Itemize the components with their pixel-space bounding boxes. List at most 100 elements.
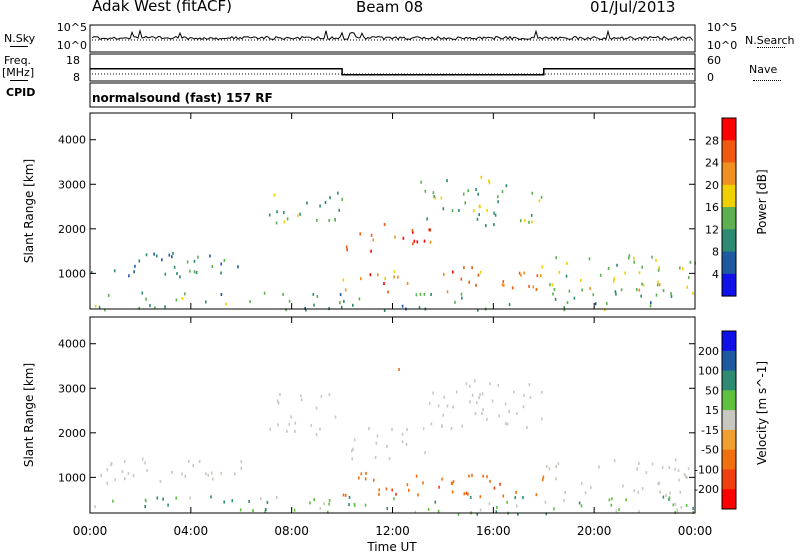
nsearch-label: N.Search: [745, 34, 795, 47]
time-tick-label: 20:00: [577, 524, 612, 538]
freq-tick-bottom: 8: [73, 71, 80, 84]
data-cell: [590, 486, 592, 490]
colorbar-segment: [722, 184, 736, 208]
data-cell: [264, 510, 266, 514]
data-cell: [506, 500, 508, 504]
data-cell: [598, 465, 600, 469]
data-cell: [343, 299, 345, 303]
colorbar-tick-label: -50: [701, 444, 719, 457]
data-cell: [316, 295, 319, 298]
data-cell: [628, 254, 631, 258]
data-cell: [133, 270, 135, 274]
data-cell: [622, 484, 624, 488]
data-cell: [353, 503, 356, 507]
data-cell: [276, 210, 278, 214]
data-cell: [502, 280, 505, 284]
data-cell: [662, 289, 665, 293]
nsky-tick-top: 10^5: [57, 21, 87, 34]
data-cell: [175, 298, 178, 302]
data-cell: [394, 235, 396, 239]
data-cell: [677, 468, 680, 472]
data-cell: [489, 479, 491, 483]
data-cell: [450, 427, 453, 430]
data-cell: [676, 510, 679, 514]
data-cell: [467, 492, 469, 496]
data-cell: [668, 497, 670, 501]
colorbar-tick-label: 28: [705, 134, 719, 147]
data-cell: [424, 451, 426, 455]
data-cell: [481, 392, 484, 396]
power-colorbar: 4 8 12 16 20 24 28: [705, 117, 737, 297]
data-cell: [340, 305, 343, 309]
data-cell: [171, 470, 173, 474]
data-cell: [358, 476, 360, 480]
data-cell: [471, 393, 474, 397]
data-cell: [426, 217, 428, 221]
data-cell: [446, 404, 449, 408]
data-cell: [406, 282, 409, 285]
data-cell: [156, 496, 159, 500]
data-cell: [106, 481, 108, 485]
data-cell: [615, 292, 617, 296]
data-cell: [149, 304, 151, 308]
data-cell: [469, 496, 472, 499]
data-cell: [683, 472, 686, 476]
data-cell: [679, 266, 681, 270]
data-cell: [433, 195, 435, 199]
power-colorbar-label: Power [dB]: [755, 169, 769, 234]
data-cell: [417, 493, 419, 497]
data-cell: [282, 292, 284, 296]
data-cell: [588, 257, 591, 261]
data-cell: [123, 460, 126, 463]
data-cell: [351, 457, 353, 461]
data-cell: [286, 217, 289, 221]
data-cell: [541, 417, 543, 421]
data-cell: [611, 497, 613, 501]
data-cell: [508, 409, 510, 413]
data-cell: [181, 297, 184, 300]
data-cell: [168, 253, 171, 257]
data-cell: [497, 200, 499, 204]
data-cell: [552, 292, 554, 296]
data-cell: [387, 290, 389, 294]
nave-legend-line: [753, 80, 781, 81]
data-cell: [181, 472, 183, 476]
data-cell: [520, 219, 522, 223]
data-cell: [555, 477, 557, 481]
data-cell: [370, 233, 373, 237]
data-cell: [376, 434, 379, 438]
data-cell: [633, 260, 635, 264]
data-cell: [263, 291, 266, 295]
nsky-tick-bottom: 10^0: [57, 39, 87, 52]
data-cell: [636, 467, 638, 471]
data-cell: [443, 272, 445, 276]
data-cell: [430, 422, 433, 426]
data-cell: [452, 270, 454, 274]
data-cell: [128, 274, 130, 278]
data-cell: [141, 291, 144, 295]
data-cell: [420, 180, 422, 184]
data-cell: [486, 475, 488, 479]
data-cell: [100, 473, 102, 477]
nsearch-legend-line: [757, 47, 785, 48]
data-cell: [656, 283, 659, 287]
data-cell: [689, 260, 692, 264]
data-cell: [319, 506, 322, 510]
data-cell: [401, 440, 404, 444]
data-cell: [383, 223, 386, 226]
data-cell: [479, 270, 482, 274]
data-cell: [686, 285, 688, 289]
nsky-panel: [89, 24, 696, 53]
data-cell: [225, 302, 227, 306]
data-cell: [573, 296, 576, 300]
data-cell: [368, 427, 370, 431]
data-cell: [164, 272, 167, 276]
data-cell: [252, 509, 254, 513]
data-cell: [383, 309, 386, 312]
data-cell: [98, 305, 101, 309]
data-cell: [277, 401, 280, 405]
colorbar-segment: [722, 229, 736, 253]
data-cell: [328, 393, 331, 397]
data-cell: [528, 383, 531, 387]
freq-trace: [90, 68, 695, 76]
